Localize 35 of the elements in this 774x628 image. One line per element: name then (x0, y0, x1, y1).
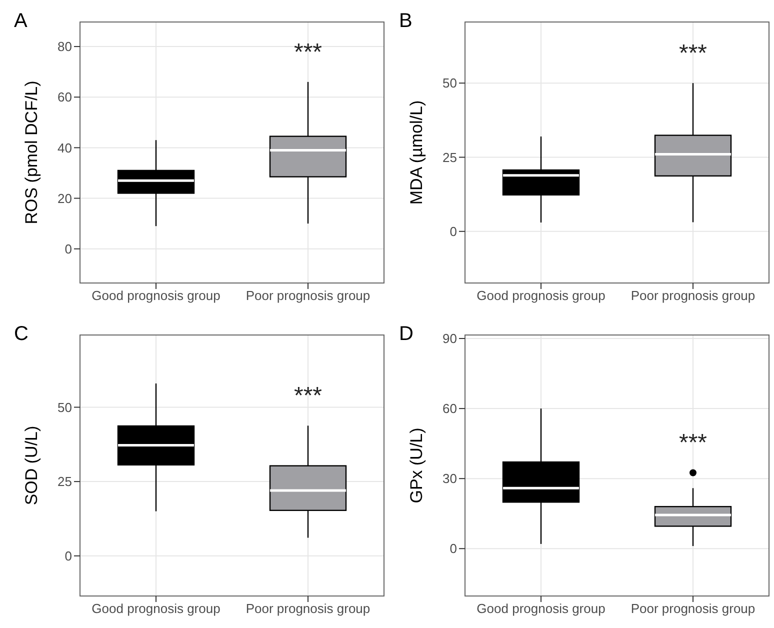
chart-title: B (399, 10, 412, 33)
y-axis-title: ROS (pmol DCF/L) (22, 80, 42, 224)
y-tick-label: 0 (450, 541, 457, 556)
y-axis-title: SOD (U/L) (22, 426, 42, 506)
annotation: *** (294, 382, 322, 410)
y-tick-label: 0 (450, 224, 457, 240)
y-axis-title: MDA (µmol/L) (407, 100, 426, 205)
y-tick-label: 60 (442, 401, 457, 416)
x-tick-label: Good prognosis group (92, 288, 220, 304)
chart-title: D (399, 323, 414, 346)
y-tick-label: 30 (442, 471, 457, 486)
x-tick-label: Poor prognosis group (630, 601, 756, 616)
y-axis-title: GPx (U/L) (407, 428, 426, 504)
y-tick-label: 25 (58, 474, 72, 490)
chart-title: C (14, 323, 28, 346)
y-tick-label: 25 (442, 150, 457, 165)
y-tick-label: 0 (64, 241, 72, 256)
x-tick-label: Good prognosis group (92, 601, 220, 616)
y-tick-label: 60 (58, 90, 72, 105)
annotation: *** (678, 40, 708, 68)
y-tick-label: 40 (58, 140, 72, 156)
chart-title: A (14, 10, 28, 33)
x-tick-label: Good prognosis group (476, 601, 606, 616)
x-tick-label: Poor prognosis group (630, 288, 756, 304)
annotation: *** (678, 430, 708, 457)
y-tick-label: 50 (442, 76, 457, 91)
y-tick-label: 50 (58, 400, 72, 415)
y-tick-label: 0 (64, 548, 72, 564)
y-tick-label: 20 (58, 190, 72, 206)
x-tick-label: Poor prognosis group (246, 601, 370, 616)
x-tick-label: Good prognosis group (476, 288, 606, 304)
annotation: *** (294, 38, 322, 66)
y-tick-label: 80 (58, 39, 72, 54)
y-tick-label: 90 (442, 331, 457, 346)
x-tick-label: Poor prognosis group (246, 288, 370, 304)
